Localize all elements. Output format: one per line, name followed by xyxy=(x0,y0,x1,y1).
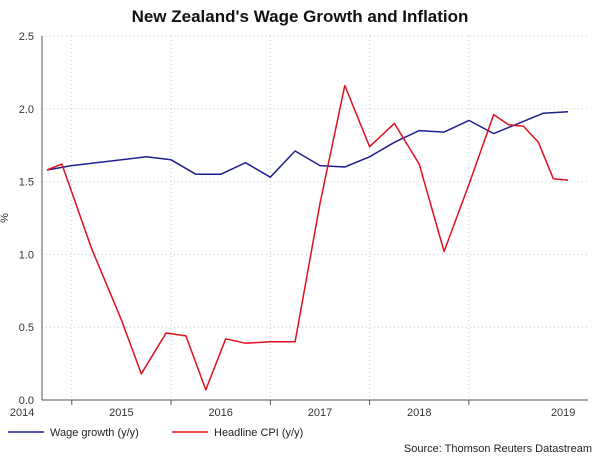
x-tick-label: 2017 xyxy=(308,407,332,419)
x-tick-label: 2019 xyxy=(551,407,575,419)
series-line-headline-cpi xyxy=(46,84,569,391)
y-tick-label: 0.0 xyxy=(19,395,34,407)
series-lines xyxy=(46,84,569,391)
gridlines xyxy=(42,35,588,400)
x-tick-label: 2014 xyxy=(10,407,34,419)
x-tick-label: 2016 xyxy=(208,407,232,419)
chart-title: New Zealand's Wage Growth and Inflation xyxy=(132,7,469,26)
series-line-wage-growth xyxy=(46,110,569,178)
y-tick-label: 1.0 xyxy=(19,249,34,261)
y-tick-label: 2.0 xyxy=(19,104,34,116)
legend: Wage growth (y/y) Headline CPI (y/y) xyxy=(8,427,303,439)
x-tick-labels: 2014 2015 2016 2017 2018 2019 xyxy=(10,407,576,419)
legend-label: Headline CPI (y/y) xyxy=(214,427,303,439)
y-tick-label: 0.5 xyxy=(19,322,34,334)
axes xyxy=(41,36,588,405)
x-tick-label: 2018 xyxy=(407,407,431,419)
legend-label: Wage growth (y/y) xyxy=(50,427,139,439)
y-tick-label: 2.5 xyxy=(19,31,34,43)
y-tick-label: 1.5 xyxy=(19,177,34,189)
y-tick-labels: 0.0 0.5 1.0 1.5 2.0 2.5 xyxy=(19,31,34,407)
y-axis-label: % xyxy=(0,213,11,223)
x-tick-label: 2015 xyxy=(109,407,133,419)
source-note: Source: Thomson Reuters Datastream xyxy=(404,443,592,455)
